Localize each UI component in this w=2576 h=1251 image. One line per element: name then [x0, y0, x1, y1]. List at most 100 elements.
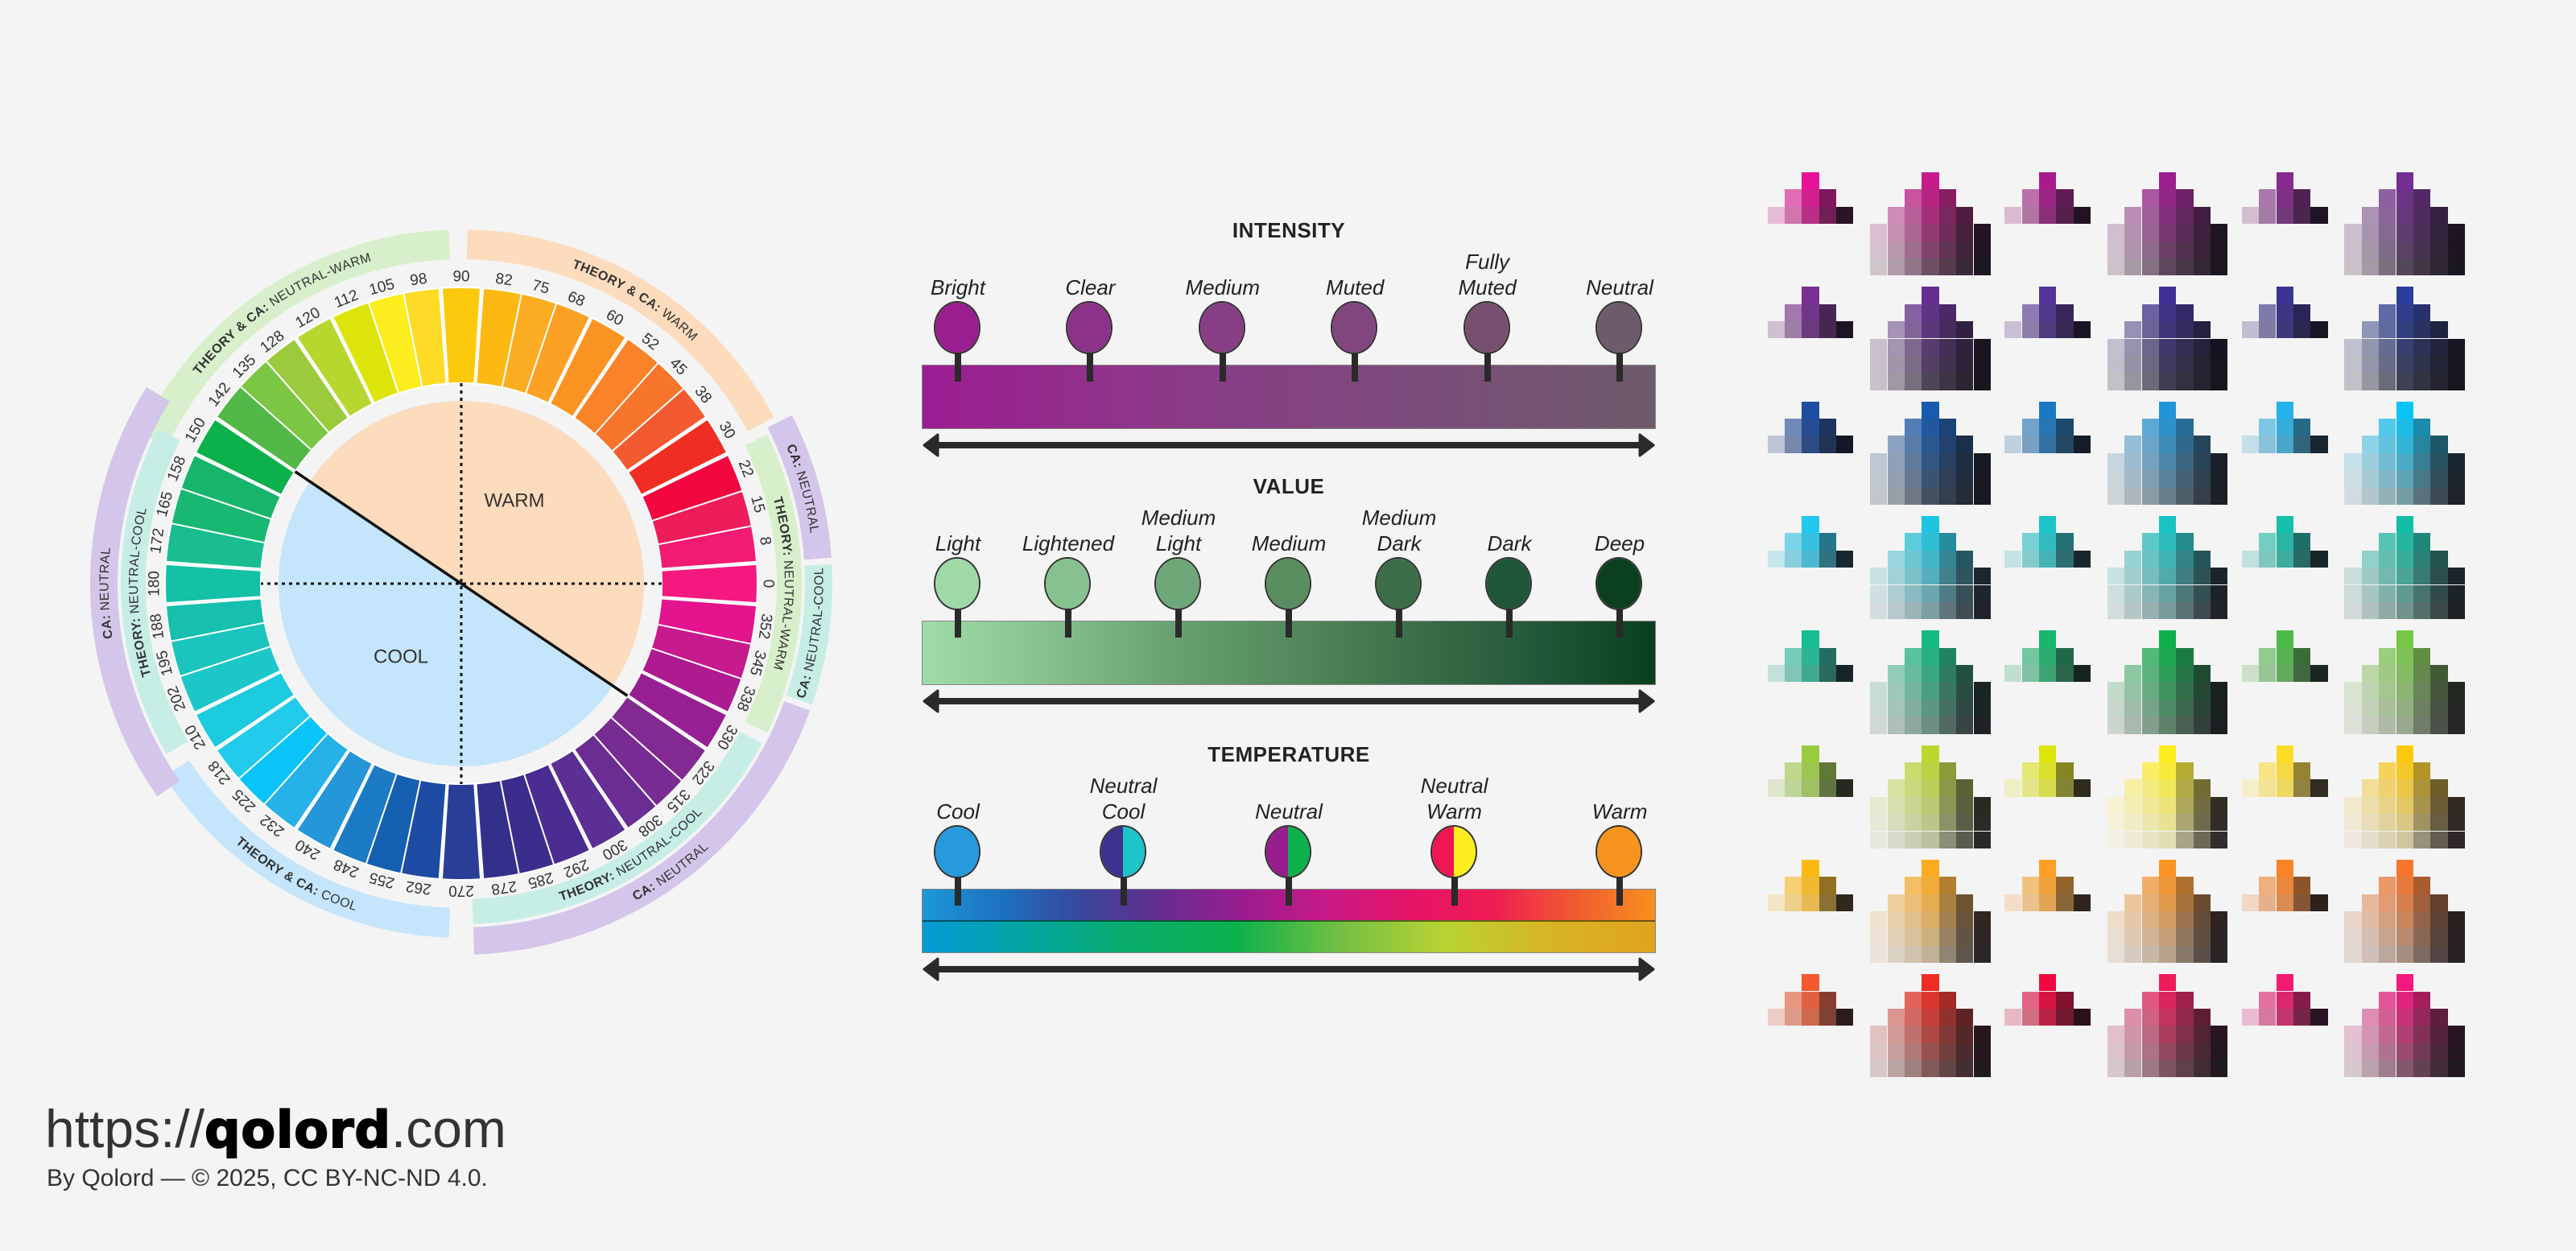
swatch-cell — [2430, 258, 2448, 276]
swatch-cell — [2361, 452, 2380, 471]
swatch-cell — [2141, 601, 2159, 620]
swatch-cell — [1818, 321, 1837, 339]
swatch-cell — [2310, 436, 2328, 453]
swatch-cell — [1904, 1008, 1922, 1026]
swatch-cell — [1887, 945, 1905, 964]
hue-segment — [660, 563, 758, 605]
swatch-cell — [2158, 630, 2177, 648]
swatch-cell — [2396, 206, 2413, 225]
swatch-cell — [2310, 1008, 2328, 1026]
swatch-cell — [1938, 373, 1957, 390]
swatch-cell — [2141, 877, 2159, 894]
swatch-cell — [1956, 682, 1974, 700]
swatch-cell — [1870, 355, 1888, 374]
swatch-cell — [2211, 470, 2228, 488]
swatch-cell — [1870, 699, 1888, 717]
swatch-cell — [2193, 452, 2211, 471]
band-ca — [473, 701, 811, 955]
swatch-cell — [2413, 1060, 2431, 1078]
swatch-cell — [1922, 172, 1939, 190]
swatch-cell — [1904, 877, 1922, 894]
band-label-text: NEUTRAL — [98, 547, 114, 611]
stop-label-line: Warm — [1591, 799, 1648, 824]
swatch-cell — [2259, 321, 2277, 339]
swatch-cell — [2176, 911, 2194, 929]
swatch-cell — [2193, 321, 2211, 339]
swatch-cell — [2158, 779, 2177, 797]
swatch-cell — [2021, 665, 2039, 683]
swatch-cell — [2413, 762, 2431, 780]
swatch-cell — [1922, 470, 1939, 488]
swatch-cell — [1938, 533, 1957, 551]
swatch-cell — [1870, 831, 1888, 848]
swatch-cell — [1973, 814, 1991, 832]
swatch-cell — [2176, 241, 2194, 258]
swatch-cell — [2158, 303, 2177, 322]
swatch-cell — [1887, 452, 1905, 471]
swatch-cell — [1887, 470, 1905, 488]
swatch-cell — [1870, 470, 1888, 488]
swatch-cell — [2310, 550, 2328, 568]
swatch-cell — [1904, 189, 1922, 207]
swatch-cell — [2430, 699, 2448, 717]
swatch-cell — [1956, 665, 1974, 683]
swatch-cell — [2141, 584, 2159, 602]
swatch-cell — [1818, 189, 1837, 207]
swatch-cell — [2158, 258, 2177, 276]
swatch-cell — [1956, 1026, 1974, 1043]
swatch-cell — [1973, 682, 1991, 700]
swatch-cell — [2396, 796, 2413, 815]
swatch-half — [1199, 303, 1244, 353]
stop-marker-stem — [1286, 877, 1292, 906]
swatch-cell — [1922, 1008, 1939, 1026]
stop-label: Medium — [1200, 531, 1377, 556]
swatch-cell — [2344, 911, 2362, 929]
swatch-cell — [2413, 419, 2431, 436]
stop-swatch-circle — [1596, 301, 1642, 354]
swatch-cell — [1870, 682, 1888, 700]
swatch-cell — [1904, 533, 1922, 551]
swatch-cell — [1938, 550, 1957, 568]
cool-label: COOL — [374, 646, 428, 668]
site-url[interactable]: https://qolord.com — [45, 1096, 506, 1162]
swatch-cell — [2056, 550, 2074, 568]
swatch-cell — [1904, 258, 1922, 276]
swatch-cell — [1922, 321, 1939, 339]
stop-label-line: Dark — [1487, 531, 1532, 555]
swatch-cell — [2447, 355, 2466, 374]
swatch-cell — [2176, 831, 2194, 848]
swatch-cell — [2056, 419, 2074, 436]
swatch-cell — [1973, 699, 1991, 717]
swatch-cell — [2293, 779, 2311, 797]
swatch-cell — [2379, 647, 2396, 665]
stop-label-line: Medium — [1361, 506, 1437, 530]
swatch-cell — [2344, 1060, 2362, 1078]
swatch-cell — [1784, 303, 1802, 322]
swatch-cell — [2193, 1060, 2211, 1078]
swatch-cell — [2021, 762, 2039, 780]
swatch-cell — [2211, 601, 2228, 620]
stop-label-line: Light — [935, 531, 981, 555]
swatch-cell — [2158, 991, 2177, 1009]
swatch-cell — [1887, 355, 1905, 374]
swatch-cell — [1973, 601, 1991, 620]
stop-label: Dark — [1421, 531, 1598, 556]
swatch-cell — [2158, 515, 2177, 534]
swatch-cell — [2158, 436, 2177, 453]
swatch-cell — [2021, 303, 2039, 322]
swatch-cell — [2038, 533, 2057, 551]
swatch-cell — [2379, 911, 2396, 929]
swatch-cell — [2447, 682, 2466, 700]
swatch-cell — [1904, 699, 1922, 717]
swatch-cell — [2211, 373, 2228, 390]
swatch-cell — [1956, 321, 1974, 339]
swatch-cell — [2124, 470, 2142, 488]
swatch-cell — [1784, 206, 1802, 225]
swatch-cell — [1887, 601, 1905, 620]
swatch-cell — [2158, 568, 2177, 585]
swatch-cell — [2193, 894, 2211, 911]
swatch-cell — [2176, 779, 2194, 797]
swatch-cell — [1922, 991, 1939, 1009]
swatch-cell — [1904, 894, 1922, 911]
swatch-cell — [2004, 894, 2022, 911]
